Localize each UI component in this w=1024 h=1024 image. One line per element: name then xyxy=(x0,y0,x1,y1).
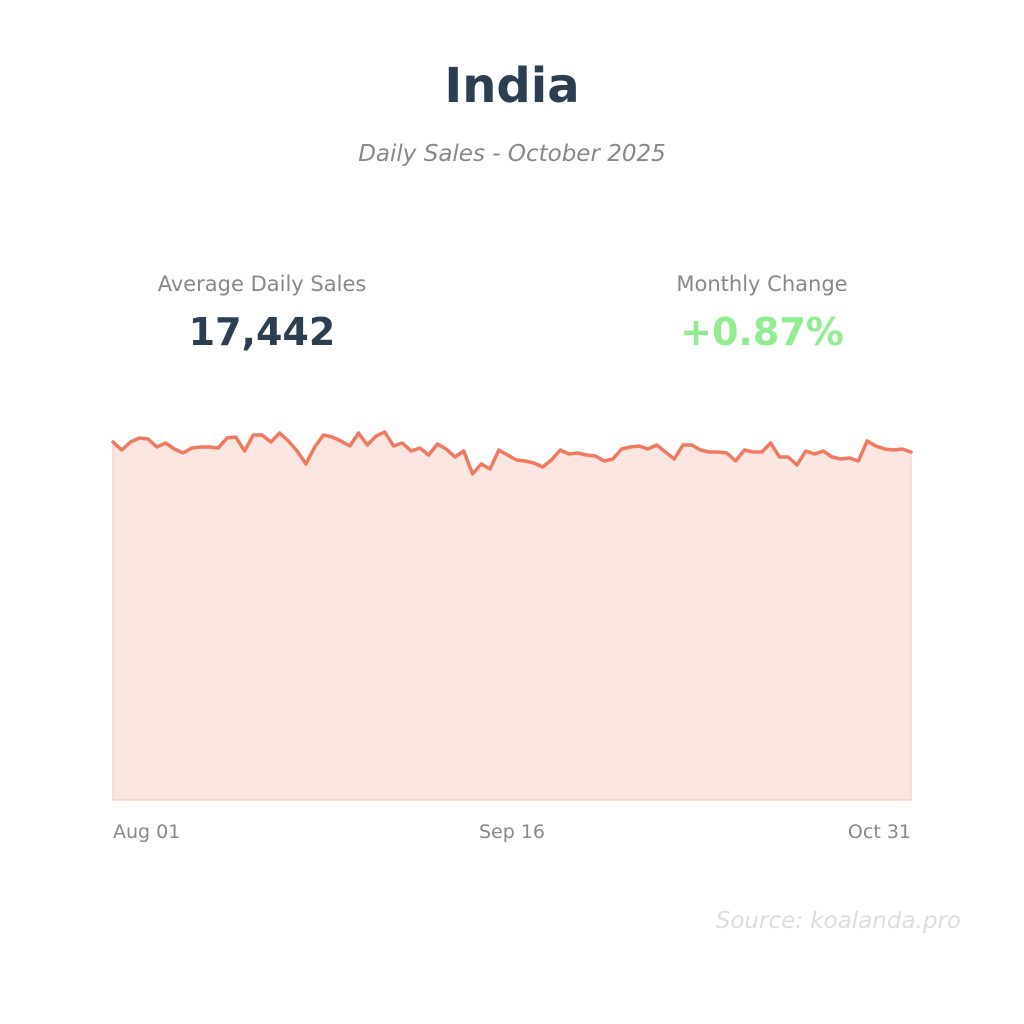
x-axis-ticks: Aug 01 Sep 16 Oct 31 xyxy=(113,821,911,843)
x-tick-label: Oct 31 xyxy=(848,821,911,843)
sales-series-line xyxy=(111,430,913,476)
sales-area-fill xyxy=(112,431,912,801)
source-credit: Source: koalanda.pro xyxy=(715,908,961,934)
monthly-change-stat: Monthly Change +0.87% xyxy=(582,272,942,354)
chart-title: India xyxy=(444,58,580,114)
average-daily-sales-label: Average Daily Sales xyxy=(157,272,367,296)
x-tick-label: Aug 01 xyxy=(113,821,180,843)
monthly-change-value: +0.87% xyxy=(680,310,844,354)
average-daily-sales-value: 17,442 xyxy=(188,310,336,354)
chart-subtitle: Daily Sales - October 2025 xyxy=(358,141,666,167)
average-daily-sales-stat: Average Daily Sales 17,442 xyxy=(82,272,442,354)
plot-area xyxy=(111,430,913,801)
monthly-change-label: Monthly Change xyxy=(676,272,848,296)
x-tick-label: Sep 16 xyxy=(479,821,545,843)
